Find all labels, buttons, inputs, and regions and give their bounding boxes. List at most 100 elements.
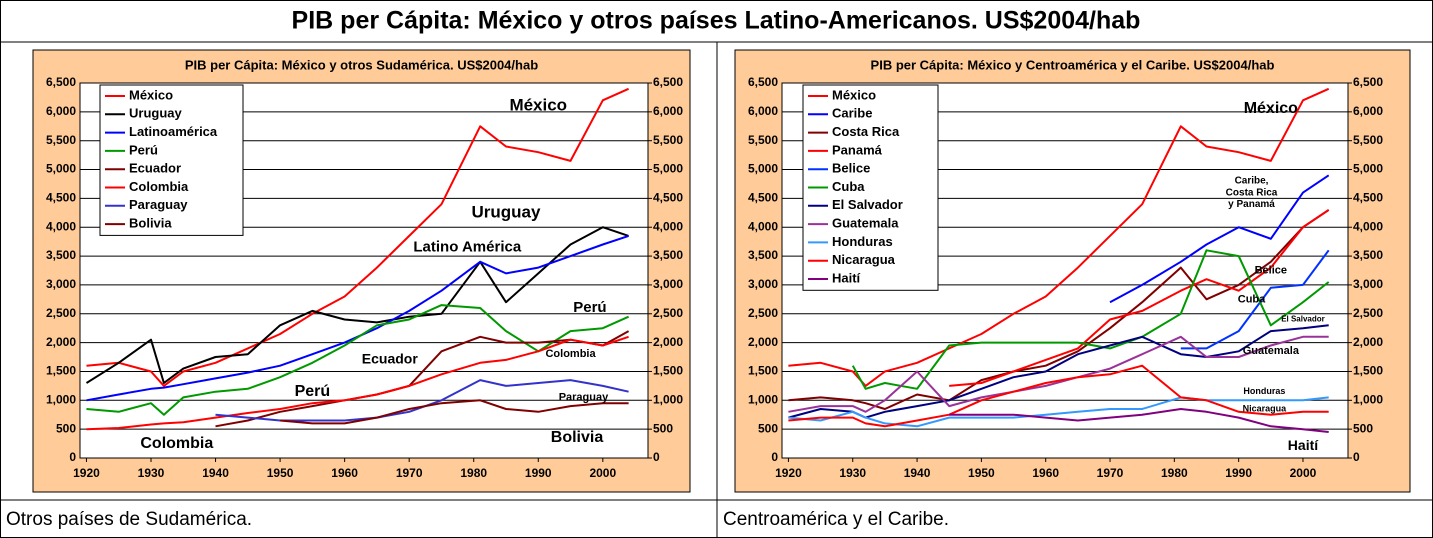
y2-tick-label: 500 [1353, 421, 1373, 435]
annotation: Nicaragua [1243, 403, 1288, 413]
x-tick-label: 1990 [525, 466, 552, 480]
y2-tick-label: 2,500 [1353, 306, 1383, 320]
legend-label: Guatemala [832, 216, 899, 231]
y-tick-label: 500 [758, 421, 778, 435]
annotation: Uruguay [472, 202, 542, 221]
y2-tick-label: 2,000 [653, 335, 683, 349]
legend-label: Perú [129, 142, 158, 157]
y2-tick-label: 2,000 [1353, 335, 1383, 349]
annotation: Haití [1288, 437, 1319, 453]
series-line [86, 234, 629, 402]
legend-label: México [832, 87, 876, 102]
annotation: Paraguay [559, 391, 609, 403]
caption: Otros países de Sudamérica. [6, 509, 252, 530]
series-line [949, 209, 1330, 387]
y-tick-label: 4,500 [46, 191, 76, 205]
y-tick-label: 0 [771, 450, 778, 464]
y2-tick-label: 500 [653, 421, 673, 435]
caption: Centroamérica y el Caribe. [723, 509, 949, 530]
annotation: Perú [295, 383, 331, 400]
y2-tick-label: 1,500 [1353, 364, 1383, 378]
legend-label: Paraguay [129, 197, 188, 212]
y2-tick-label: 5,500 [653, 133, 683, 147]
x-tick-label: 1980 [1161, 466, 1188, 480]
y-tick-label: 2,500 [748, 306, 778, 320]
x-tick-label: 1950 [267, 466, 294, 480]
series-line [788, 87, 1330, 387]
chart-title: PIB per Cápita: México y otros Sudaméric… [185, 57, 538, 72]
y-tick-label: 2,500 [46, 306, 76, 320]
y-tick-label: 1,000 [46, 392, 76, 406]
legend-label: Haití [832, 270, 861, 285]
x-tick-label: 1990 [1225, 466, 1252, 480]
y-tick-label: 5,000 [46, 162, 76, 176]
legend-label: El Salvador [832, 197, 903, 212]
y2-tick-label: 3,000 [1353, 277, 1383, 291]
x-tick-label: 1980 [460, 466, 487, 480]
legend-label: Cuba [832, 179, 865, 194]
annotation: Bolivia [551, 429, 604, 446]
y2-tick-label: 5,000 [653, 162, 683, 176]
y-tick-label: 3,500 [748, 248, 778, 262]
series-line [788, 335, 1329, 413]
y2-tick-label: 2,500 [653, 306, 683, 320]
legend-label: Costa Rica [832, 124, 900, 139]
annotation: Cuba [1238, 293, 1266, 305]
legend-label: Honduras [832, 234, 893, 249]
y-tick-label: 6,000 [46, 104, 76, 118]
legend-label: Ecuador [129, 161, 181, 176]
legend-label: Panamá [832, 142, 883, 157]
y2-tick-label: 6,000 [653, 104, 683, 118]
y2-tick-label: 4,500 [653, 191, 683, 205]
legend-label: Latinoamérica [129, 124, 218, 139]
annotation: México [509, 96, 567, 115]
y-tick-label: 500 [56, 421, 76, 435]
annotation: Perú [573, 299, 606, 316]
series-line [788, 396, 1329, 428]
y-tick-label: 3,000 [748, 277, 778, 291]
x-tick-label: 1930 [138, 466, 165, 480]
y-tick-label: 4,000 [46, 219, 76, 233]
annotation: Honduras [1243, 386, 1285, 396]
y2-tick-label: 0 [1353, 450, 1360, 464]
y2-tick-label: 5,000 [1353, 162, 1383, 176]
y2-tick-label: 6,000 [1353, 104, 1383, 118]
legend-label: Uruguay [129, 106, 183, 121]
x-tick-label: 1940 [202, 466, 229, 480]
series-line [788, 364, 1329, 428]
annotation: México [1244, 100, 1298, 117]
y2-tick-label: 6,500 [653, 75, 683, 89]
annotation: Ecuador [362, 351, 419, 367]
x-tick-label: 1960 [1032, 466, 1059, 480]
y-tick-label: 1,000 [748, 392, 778, 406]
x-tick-label: 1960 [331, 466, 358, 480]
x-tick-label: 1920 [775, 466, 802, 480]
y2-tick-label: 3,000 [653, 277, 683, 291]
y-tick-label: 2,000 [748, 335, 778, 349]
series-line [215, 330, 630, 428]
annotation: El Salvador [1281, 315, 1325, 324]
chart-title: PIB per Cápita: México y Centroamérica y… [871, 57, 1275, 72]
series-line [1180, 249, 1330, 350]
annotation: Latino América [413, 238, 521, 255]
y2-tick-label: 1,000 [1353, 392, 1383, 406]
y-tick-label: 4,500 [748, 191, 778, 205]
y2-tick-label: 4,000 [653, 219, 683, 233]
x-tick-label: 2000 [589, 466, 616, 480]
y2-tick-label: 3,500 [653, 248, 683, 262]
y2-tick-label: 1,500 [653, 364, 683, 378]
annotation: y Panamá [1228, 199, 1275, 210]
legend-box [99, 84, 244, 236]
annotation: Colombia [140, 435, 213, 452]
series-line [788, 209, 1330, 410]
x-tick-label: 1920 [73, 466, 100, 480]
y-tick-label: 0 [69, 450, 76, 464]
series-line [86, 335, 629, 431]
y-tick-label: 6,500 [46, 75, 76, 89]
legend-label: Caribe [832, 106, 872, 121]
series-line [1109, 174, 1330, 304]
y-tick-label: 3,000 [46, 277, 76, 291]
y-tick-label: 5,500 [46, 133, 76, 147]
y-tick-label: 3,500 [46, 248, 76, 262]
